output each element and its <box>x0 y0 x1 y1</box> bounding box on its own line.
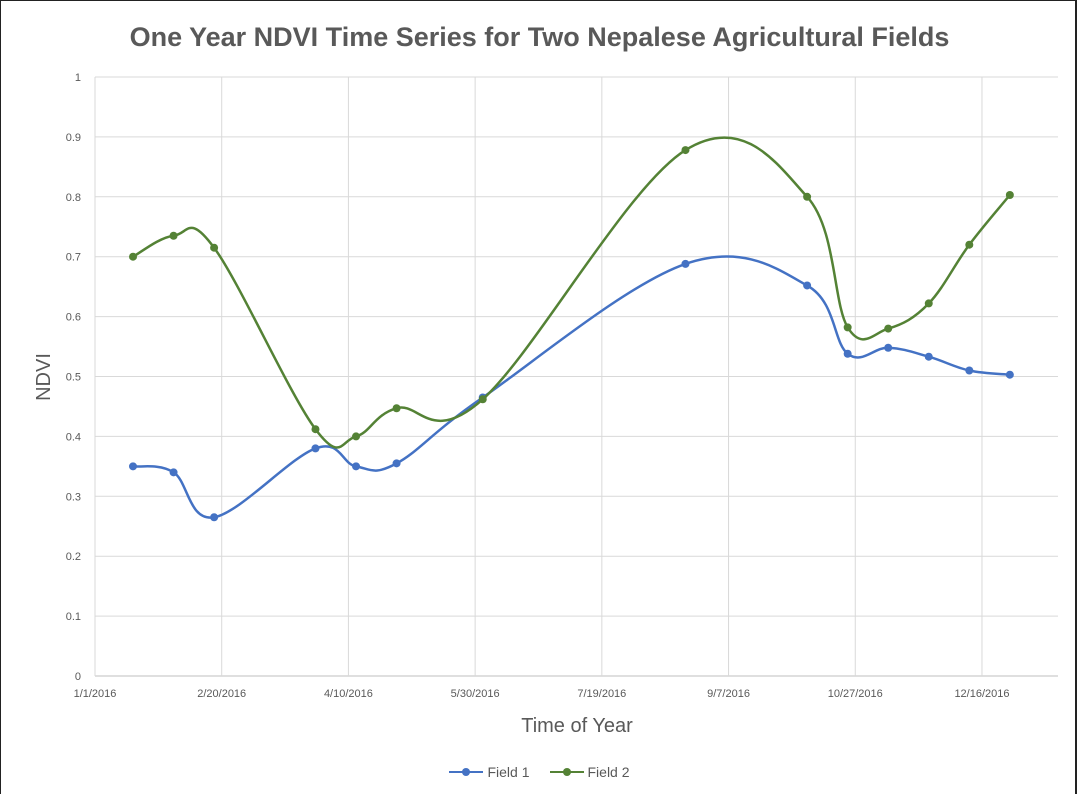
x-tick-label: 9/7/2016 <box>707 688 750 700</box>
y-tick-label: 0.2 <box>66 551 81 563</box>
series-1-line <box>131 255 1012 519</box>
legend-item-1: Field 1 <box>449 764 530 780</box>
series-2-point <box>311 425 320 434</box>
x-tick-labels: 1/1/2016 2/20/2016 4/10/2016 5/30/2016 7/19/… <box>74 688 1010 700</box>
legend-item-2: Field 2 <box>549 764 630 780</box>
series-1-point <box>129 462 138 471</box>
y-tick-label: 0.5 <box>66 372 81 384</box>
series-2-point <box>392 404 401 413</box>
grid-lines <box>94 76 1058 677</box>
series-1-point <box>311 444 320 453</box>
x-tick-label: 1/1/2016 <box>74 688 117 700</box>
y-tick-label: 0.8 <box>66 192 81 204</box>
legend-swatch <box>449 766 484 778</box>
x-axis-title: Time of Year <box>521 715 633 737</box>
series-1-point <box>843 349 852 358</box>
y-tick-label: 0.3 <box>66 491 81 503</box>
series-1-point <box>352 462 361 471</box>
series-2-line <box>131 136 1012 449</box>
series-2-point <box>210 243 219 252</box>
series-2-point <box>843 323 852 332</box>
series-1-point <box>924 352 933 361</box>
x-tick-label: 10/27/2016 <box>828 688 883 700</box>
series-2-point <box>924 299 933 308</box>
x-tick-label: 12/16/2016 <box>954 688 1009 700</box>
series-2-point <box>478 395 487 404</box>
series-1-point <box>1005 370 1014 379</box>
series-1-point <box>169 468 178 477</box>
y-tick-label: 0.6 <box>66 312 81 324</box>
y-tick-labels: 0 0.1 0.2 0.3 0.4 0.5 0.6 0.7 0.8 0.9 1 <box>66 72 81 683</box>
legend-label: Field 2 <box>587 764 630 780</box>
series-2-point <box>129 252 138 261</box>
y-tick-label: 0.1 <box>66 611 81 623</box>
series-1-point <box>681 259 690 268</box>
series-group <box>129 136 1014 522</box>
series-2-point <box>352 432 361 441</box>
series-2-point <box>884 324 893 333</box>
chart-title: One Year NDVI Time Series for Two Nepale… <box>129 22 950 52</box>
x-tick-label: 4/10/2016 <box>324 688 373 700</box>
series-1-point <box>965 366 974 375</box>
series-2-point <box>169 231 178 240</box>
series-1-point <box>803 281 812 290</box>
y-tick-label: 0 <box>75 671 81 683</box>
series-1-point <box>210 513 219 522</box>
y-tick-label: 0.4 <box>66 431 81 443</box>
x-tick-label: 7/19/2016 <box>577 688 626 700</box>
legend: Field 1 Field 2 <box>0 764 1079 781</box>
x-tick-label: 2/20/2016 <box>197 688 246 700</box>
y-axis-title: NDVI <box>33 353 55 401</box>
series-2-point <box>1005 191 1014 200</box>
legend-swatch <box>549 766 584 778</box>
legend-label: Field 1 <box>487 764 530 780</box>
series-2-point <box>681 146 690 155</box>
x-tick-label: 5/30/2016 <box>451 688 500 700</box>
y-tick-label: 1 <box>75 72 81 84</box>
series-1-point <box>884 343 893 352</box>
y-tick-label: 0.7 <box>66 252 81 264</box>
series-2-point <box>965 240 974 249</box>
y-tick-label: 0.9 <box>66 132 81 144</box>
series-2-point <box>803 192 812 201</box>
series-1-point <box>392 459 401 468</box>
